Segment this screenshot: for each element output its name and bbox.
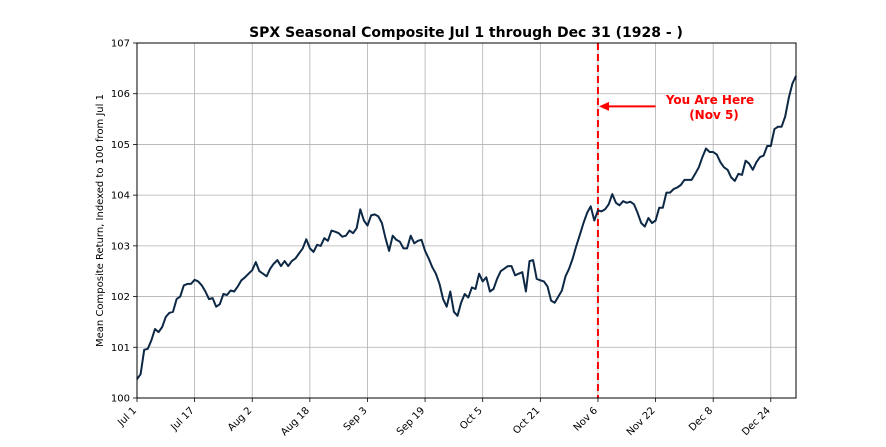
- annotation-arrow-head: [599, 101, 610, 111]
- x-tick-label: Jul 1: [115, 405, 139, 429]
- x-tick-label: Nov 22: [625, 405, 658, 438]
- series-line: [136, 75, 797, 380]
- x-tick-label: Dec 8: [687, 405, 715, 433]
- y-tick-label: 104: [111, 191, 130, 202]
- x-tick-label: Sep 3: [342, 405, 370, 433]
- x-tick-label: Dec 24: [740, 405, 773, 438]
- y-tick-label: 105: [111, 140, 130, 151]
- y-tick-label: 100: [111, 394, 130, 405]
- y-tick-label: 103: [111, 241, 130, 252]
- x-tick-label: Oct 21: [511, 405, 542, 436]
- y-tick-label: 101: [111, 343, 130, 354]
- x-tick-label: Oct 5: [458, 405, 485, 432]
- x-tick-label: Sep 19: [395, 405, 427, 437]
- y-tick-label: 102: [111, 292, 130, 303]
- chart-title: SPX Seasonal Composite Jul 1 through Dec…: [249, 25, 683, 41]
- plot-frame: [136, 42, 797, 399]
- x-tick-label: Nov 6: [572, 405, 600, 433]
- annotation-line-1: You Are Here: [665, 93, 754, 107]
- x-tick-label: Aug 18: [279, 405, 312, 438]
- annotation-line-2: (Nov 5): [689, 108, 739, 122]
- series-layer: [136, 75, 797, 380]
- y-tick-label: 106: [111, 89, 130, 100]
- y-axis-label: Mean Composite Return, Indexed to 100 fr…: [95, 94, 106, 347]
- annotation: You Are Here (Nov 5): [599, 93, 754, 122]
- y-tick-label: 107: [111, 39, 130, 50]
- x-tick-label: Aug 2: [226, 405, 254, 433]
- x-tick-label: Jul 17: [168, 405, 196, 433]
